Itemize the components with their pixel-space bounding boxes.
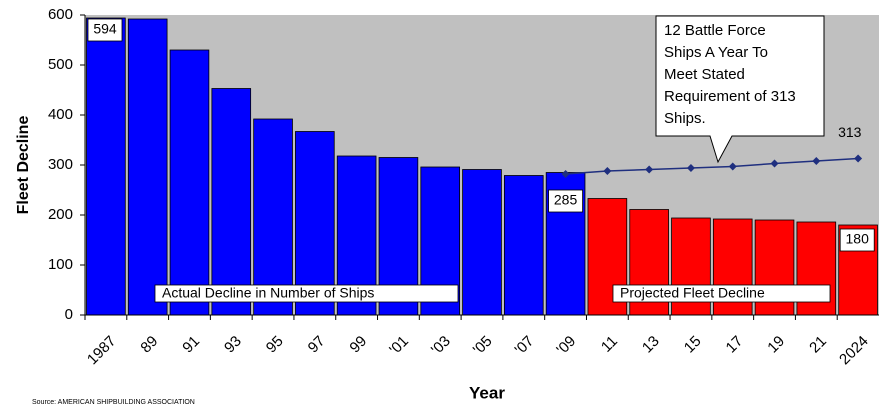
x-tick-label: 19 xyxy=(764,333,788,357)
bar xyxy=(169,49,210,316)
callout-text: Ships. xyxy=(664,110,706,127)
bar xyxy=(127,18,168,316)
x-tick-label: 99 xyxy=(346,333,370,357)
x-tick-label: 21 xyxy=(806,333,830,357)
data-label-box xyxy=(548,189,583,213)
line-marker xyxy=(728,162,737,171)
x-tick-label: 97 xyxy=(305,333,329,357)
x-tick-label: 89 xyxy=(137,333,161,357)
x-tick-label: '05 xyxy=(470,333,496,359)
bar xyxy=(295,131,335,316)
x-tick-label: 13 xyxy=(639,333,663,357)
data-label: 180 xyxy=(846,231,870,247)
line-marker xyxy=(645,165,654,174)
x-tick-label: 95 xyxy=(263,333,287,357)
y-tick-label: 200 xyxy=(48,206,73,223)
line xyxy=(565,157,859,175)
callout-box xyxy=(655,15,825,164)
data-label: 313 xyxy=(838,124,862,140)
bar xyxy=(86,17,126,316)
data-label-box xyxy=(839,228,875,252)
y-axis-label: Fleet Decline xyxy=(15,116,32,215)
source: Source: AMERICAN SHIPBUILDING ASSOCIATIO… xyxy=(32,399,195,406)
data-label-box xyxy=(87,18,123,42)
line-marker xyxy=(561,170,570,178)
bar xyxy=(462,169,502,316)
x-tick-label: '09 xyxy=(553,333,579,359)
line-marker xyxy=(603,167,612,175)
legend-box xyxy=(612,284,831,303)
x-tick-label: 1987 xyxy=(84,333,120,369)
data-label: 285 xyxy=(554,192,578,208)
x-tick-label: '03 xyxy=(428,333,454,359)
x-tick-label: 91 xyxy=(179,333,203,357)
line-marker xyxy=(770,159,779,168)
x-tick-label: 17 xyxy=(723,333,747,357)
bar xyxy=(211,88,252,316)
x-tick-label: 15 xyxy=(681,333,705,357)
legend-box xyxy=(154,284,459,303)
bar xyxy=(503,175,544,316)
line-marker xyxy=(812,157,821,165)
callout-text: 12 Battle Force xyxy=(664,22,766,39)
x-tick-label: '01 xyxy=(386,333,412,359)
x-tick-label: 11 xyxy=(598,333,621,356)
y-tick-label: 100 xyxy=(48,256,73,273)
legend-label: Projected Fleet Decline xyxy=(620,285,765,301)
data-label: 594 xyxy=(93,21,117,37)
line-marker xyxy=(854,154,863,163)
y-tick-label: 400 xyxy=(48,106,73,123)
callout-text: Ships A Year To xyxy=(664,44,768,61)
y-tick-label: 500 xyxy=(48,56,73,73)
callout-text: Requirement of 313 xyxy=(664,88,796,105)
y-tick-label: 600 xyxy=(48,6,73,23)
y-tick-label: 300 xyxy=(48,156,73,173)
legend-label: Actual Decline in Number of Ships xyxy=(162,285,374,301)
line-marker xyxy=(686,164,695,172)
callout-text: Meet Stated xyxy=(664,66,745,83)
y-tick-label: 0 xyxy=(65,306,73,323)
bar xyxy=(253,118,293,316)
x-tick-label: 2024 xyxy=(836,333,872,369)
x-axis-label: Year xyxy=(469,383,505,402)
x-tick-label: 93 xyxy=(221,333,245,357)
x-tick-label: '07 xyxy=(512,333,538,359)
